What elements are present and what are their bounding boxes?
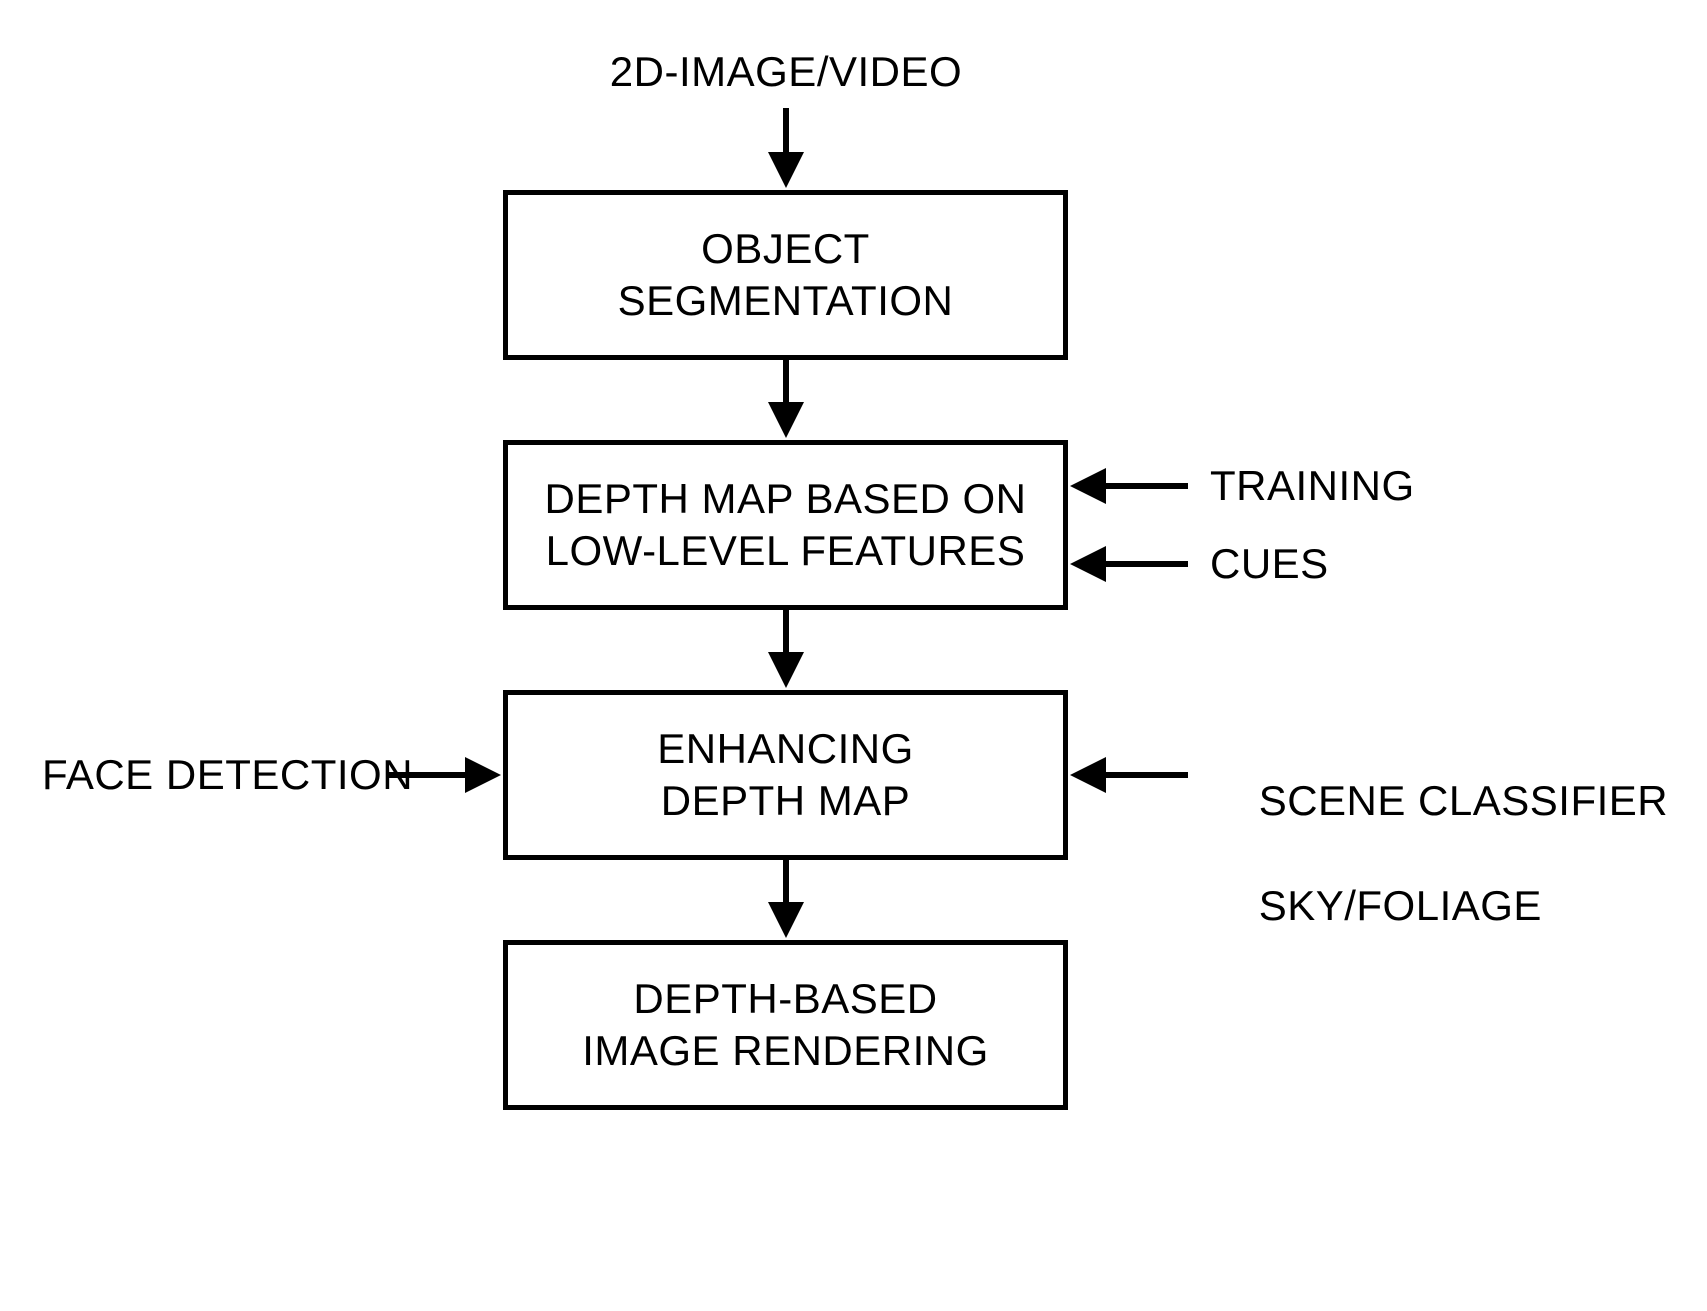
box-enhancing-line1: ENHANCING	[657, 723, 914, 776]
box-depth-map: DEPTH MAP BASED ON LOW-LEVEL FEATURES	[503, 440, 1068, 610]
label-top-input: 2D-IMAGE/VIDEO	[0, 48, 1572, 96]
label-scene-classifier-line1: SCENE CLASSIFIER	[1259, 777, 1668, 824]
label-training: TRAINING	[1210, 462, 1415, 510]
box-rendering-line2: IMAGE RENDERING	[582, 1025, 989, 1078]
box-enhancing-line2: DEPTH MAP	[657, 775, 914, 828]
box-rendering: DEPTH-BASED IMAGE RENDERING	[503, 940, 1068, 1110]
box-depth-map-line1: DEPTH MAP BASED ON	[545, 473, 1027, 526]
label-cues: CUES	[1210, 540, 1329, 588]
box-object-segmentation: OBJECT SEGMENTATION	[503, 190, 1068, 360]
box-enhancing: ENHANCING DEPTH MAP	[503, 690, 1068, 860]
box-object-segmentation-line2: SEGMENTATION	[618, 275, 954, 328]
flowchart-stage: 2D-IMAGE/VIDEO OBJECT SEGMENTATION DEPTH…	[0, 0, 1707, 1311]
label-face-detection: FACE DETECTION	[42, 751, 413, 799]
box-depth-map-line2: LOW-LEVEL FEATURES	[545, 525, 1027, 578]
box-rendering-line1: DEPTH-BASED	[582, 973, 989, 1026]
label-scene-classifier: SCENE CLASSIFIER SKY/FOLIAGE	[1210, 722, 1668, 985]
label-scene-classifier-line2: SKY/FOLIAGE	[1259, 882, 1542, 929]
box-object-segmentation-line1: OBJECT	[618, 223, 954, 276]
